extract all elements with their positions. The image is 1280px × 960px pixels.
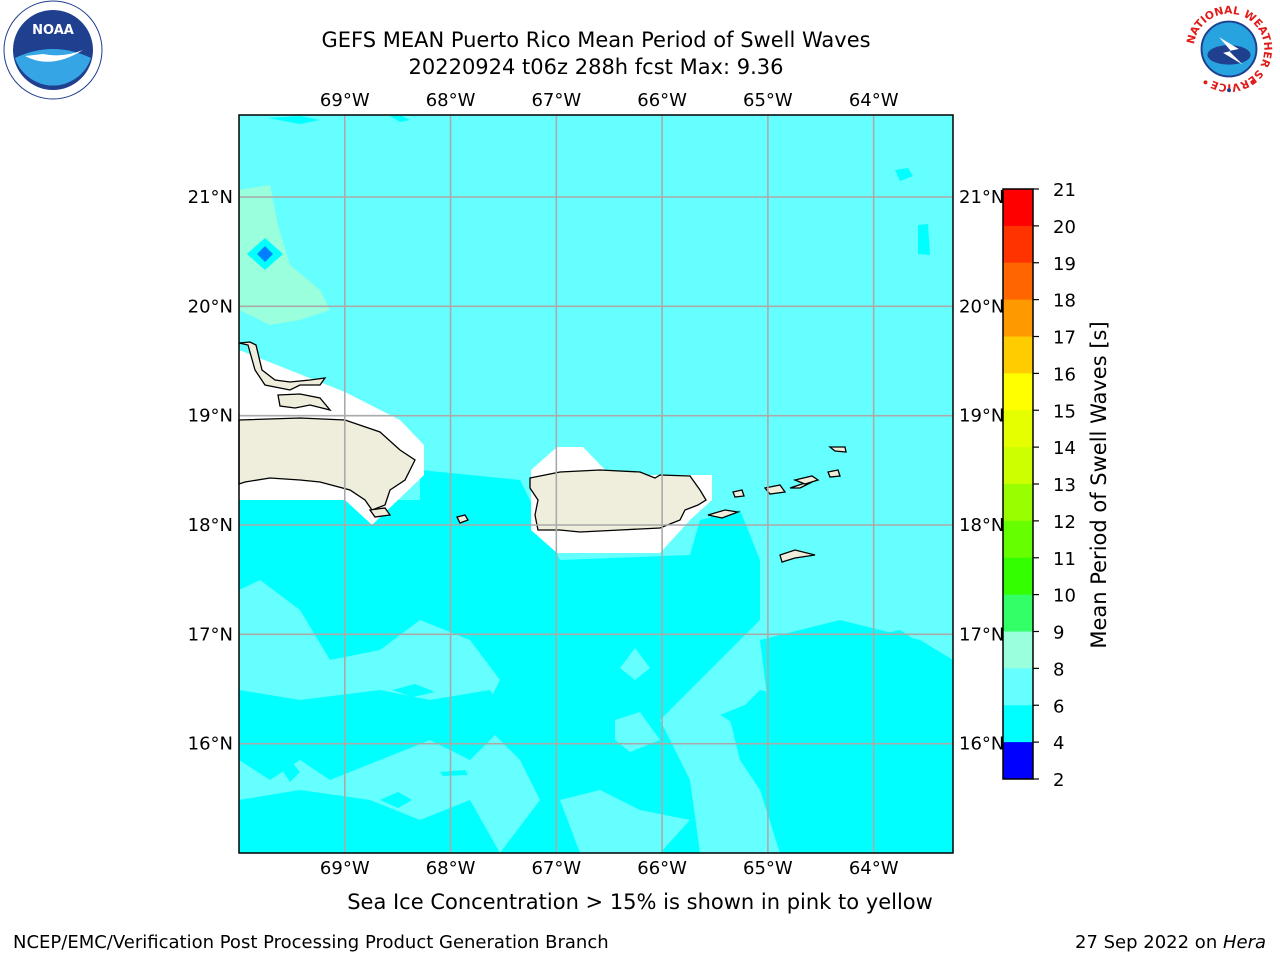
colorbar-segment (1003, 520, 1033, 559)
lon-tick-label: 66°W (637, 858, 687, 879)
lon-tick-label: 68°W (426, 90, 476, 111)
colorbar-tick-label: 4 (1053, 733, 1064, 754)
lon-tick-label: 65°W (743, 90, 793, 111)
colorbar-tick-label: 9 (1053, 623, 1064, 644)
colorbar-segment (1003, 373, 1033, 411)
colorbar-label: Mean Period of Swell Waves [s] (1087, 321, 1111, 648)
lat-tick-label: 21°N (188, 187, 233, 208)
lon-labels-bottom: 69°W 68°W 67°W 66°W 65°W 64°W (320, 858, 899, 879)
lat-tick-label: 20°N (188, 296, 233, 317)
chart-title: GEFS MEAN Puerto Rico Mean Period of Swe… (321, 28, 871, 52)
sea-ice-caption: Sea Ice Concentration > 15% is shown in … (347, 890, 933, 914)
lon-tick-label: 67°W (531, 90, 581, 111)
noaa-logo-text: NOAA (32, 23, 74, 38)
colorbar-tick-label: 2 (1053, 770, 1064, 791)
colorbar-segment (1003, 557, 1033, 596)
colorbar-tick-label: 10 (1053, 586, 1076, 607)
chart-subtitle: 20220924 t06z 288h fcst Max: 9.36 (408, 55, 784, 79)
colorbar-tick-label: 14 (1053, 438, 1076, 459)
noaa-logo-icon: NOAA (3, 0, 103, 100)
colorbar-tick-label: 16 (1053, 364, 1076, 385)
colorbar-ticks: 21 20 19 18 17 16 15 14 13 12 11 10 9 8 6 4 2 (1033, 180, 1076, 791)
lat-tick-label: 20°N (959, 296, 1004, 317)
lon-tick-label: 69°W (320, 858, 370, 879)
colorbar-tick-label: 21 (1053, 180, 1076, 201)
colorbar-segment (1003, 225, 1033, 264)
lon-tick-label: 66°W (637, 90, 687, 111)
colorbar-tick-label: 13 (1053, 475, 1076, 496)
colorbar-segment (1003, 262, 1033, 301)
footer-left: NCEP/EMC/Verification Post Processing Pr… (13, 932, 609, 953)
lon-labels-top: 69°W 68°W 67°W 66°W 65°W 64°W (320, 90, 899, 111)
colorbar-segment (1003, 742, 1033, 780)
lon-tick-label: 67°W (531, 858, 581, 879)
colorbar-tick-label: 8 (1053, 659, 1064, 680)
colorbar-tick-label: 15 (1053, 401, 1076, 422)
colorbar-segment (1003, 447, 1033, 485)
colorbar-segment (1003, 189, 1033, 227)
lat-tick-label: 17°N (188, 624, 233, 645)
colorbar-tick-label: 20 (1053, 217, 1076, 238)
colorbar-segment (1003, 668, 1033, 706)
lat-tick-label: 21°N (959, 187, 1004, 208)
colorbar-tick-label: 17 (1053, 328, 1076, 349)
map-gridlines (239, 115, 953, 853)
lat-tick-label: 18°N (959, 515, 1004, 536)
footer-right: 27 Sep 2022 on Hera (1075, 932, 1266, 953)
lon-tick-label: 64°W (849, 858, 899, 879)
colorbar-segment (1003, 594, 1033, 632)
lat-tick-label: 19°N (959, 406, 1004, 427)
colorbar-segment (1003, 410, 1033, 448)
footer-date: 27 Sep 2022 on (1075, 932, 1223, 953)
map-frame (238, 114, 954, 854)
swell-field-blue-diamond (257, 246, 273, 262)
nws-logo-icon: NATIONAL WEATHER SERVICE (1182, 2, 1276, 96)
colorbar-tick-label: 11 (1053, 549, 1076, 570)
colorbar-segment (1003, 484, 1033, 522)
colorbar-tick-label: 6 (1053, 696, 1064, 717)
lon-tick-label: 65°W (743, 858, 793, 879)
lat-tick-label: 18°N (188, 515, 233, 536)
footer-host: Hera (1222, 932, 1266, 953)
colorbar-tick-label: 12 (1053, 512, 1076, 533)
lat-tick-label: 16°N (959, 734, 1004, 755)
lat-tick-label: 17°N (959, 624, 1004, 645)
colorbar-segment (1003, 299, 1033, 337)
lat-labels-right: 21°N 20°N 19°N 18°N 17°N 16°N (959, 187, 1004, 755)
lon-tick-label: 69°W (320, 90, 370, 111)
swell-field-light-patches (255, 595, 690, 853)
lon-tick-label: 64°W (849, 90, 899, 111)
colorbar-segment (1003, 705, 1033, 743)
colorbar-segment (1003, 631, 1033, 669)
colorbar-segment (1003, 336, 1033, 374)
lon-tick-label: 68°W (426, 858, 476, 879)
colorbar-tick-label: 19 (1053, 254, 1076, 275)
swell-field-cyan-regions (239, 116, 953, 853)
colorbar-tick-label: 18 (1053, 291, 1076, 312)
lat-labels-left: 21°N 20°N 19°N 18°N 17°N 16°N (188, 187, 233, 755)
lat-tick-label: 19°N (188, 406, 233, 427)
lat-tick-label: 16°N (188, 734, 233, 755)
swell-field-mint-region (239, 185, 330, 325)
colorbar (1002, 188, 1034, 780)
